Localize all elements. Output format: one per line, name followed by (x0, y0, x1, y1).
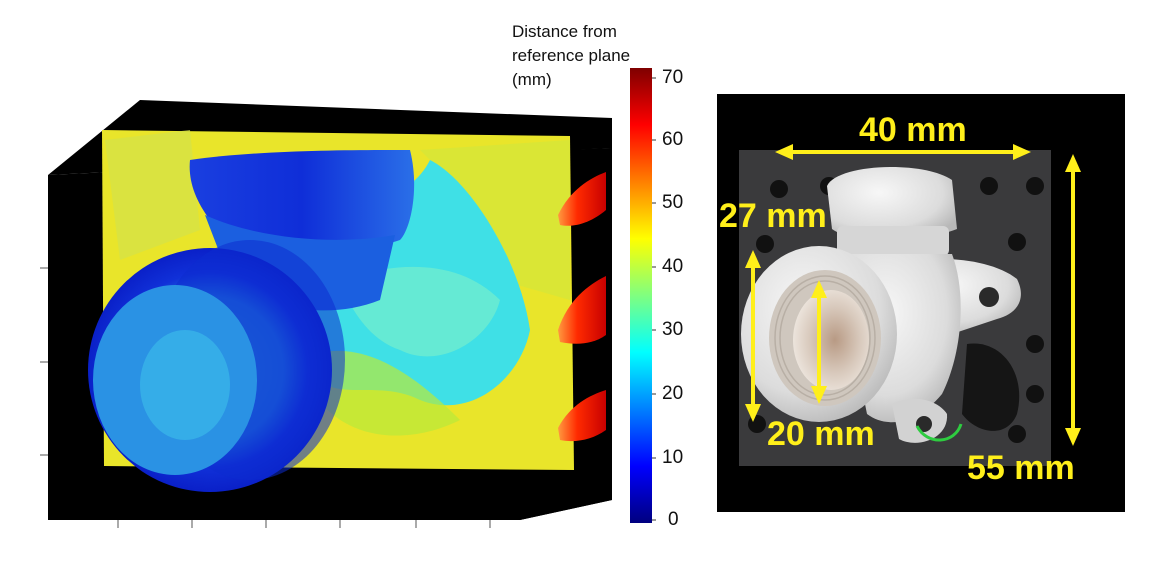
flange-dimension-label: 27 mm (719, 197, 827, 235)
surface-texture (420, 140, 570, 300)
colorbar-title: Distance from reference plane (mm) (512, 22, 631, 89)
colorbar-tick-label: 70 (662, 67, 684, 88)
colorbar-ticks (652, 77, 656, 521)
colorbar-tick-label: 60 (662, 129, 684, 150)
green-wire (915, 423, 963, 442)
thread-lines (774, 275, 876, 401)
depth-heatmap-figure (40, 68, 656, 528)
axis-ticks (40, 267, 491, 528)
colorbar-tick-label: 0 (668, 509, 679, 530)
ring-center (140, 330, 230, 440)
lug-hole (916, 416, 932, 432)
spike-2 (558, 276, 606, 344)
photo-panel: 40 mm 27 mm 20 mm 55 mm (717, 94, 1125, 512)
dimension-arrows (745, 144, 1081, 446)
width-dimension-label: 40 mm (859, 111, 967, 149)
colorbar-tick-label: 40 (662, 256, 684, 277)
nut-collar (837, 226, 949, 256)
colorbar-tick-label: 50 (662, 192, 684, 213)
hex-nut (827, 167, 957, 241)
spike-3 (558, 390, 606, 442)
pipe-fitting-photo (739, 144, 1081, 466)
bore-dimension-label: 20 mm (767, 415, 875, 453)
flange-hole (979, 287, 999, 307)
spike-1 (558, 172, 606, 226)
colorbar (630, 68, 652, 523)
surface-texture-2 (105, 130, 200, 260)
colorbar-tick-label: 10 (662, 447, 684, 468)
colorbar-tick-label: 20 (662, 383, 684, 404)
height-dimension-label: 55 mm (967, 449, 1075, 487)
socket-bore (793, 290, 869, 390)
colorbar-tick-label: 30 (662, 319, 684, 340)
top-cylinder (189, 150, 415, 251)
black-rubber-part (962, 343, 1020, 431)
